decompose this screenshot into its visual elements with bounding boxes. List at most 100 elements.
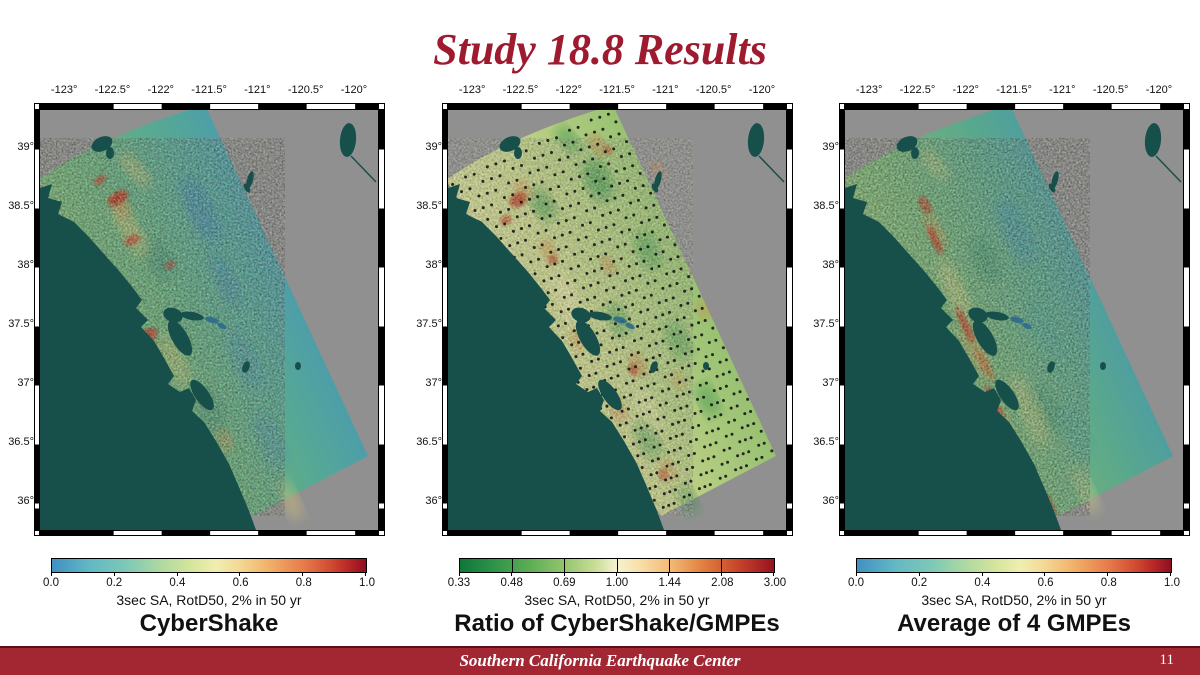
hillshade-texture bbox=[40, 137, 285, 516]
colorbar-tick-mark bbox=[51, 572, 52, 576]
hazard-blob bbox=[555, 125, 581, 154]
frame-strip-bottom bbox=[845, 529, 1183, 536]
site-dots-grid bbox=[451, 112, 774, 509]
map-panel-ratio: -123° -122.5° -122° -121.5° -121° -120.5° -120… bbox=[416, 0, 793, 650]
lon-tick-label: -123° bbox=[458, 84, 486, 96]
colorbar-tick-mark bbox=[1170, 572, 1171, 576]
lon-tick-label: -121° bbox=[652, 84, 679, 96]
map-frame bbox=[838, 103, 1190, 536]
delta-waterway bbox=[217, 322, 227, 329]
colorbar-tick-mark bbox=[668, 572, 670, 576]
colorbar-segment-divider bbox=[721, 559, 723, 572]
frame-corner bbox=[838, 529, 845, 536]
panel-title: Ratio of CyberShake/GMPEs bbox=[454, 610, 780, 637]
map-frame bbox=[441, 103, 793, 536]
footer-organization: Southern California Earthquake Center bbox=[459, 651, 741, 670]
frame-corner bbox=[441, 103, 448, 110]
frame-strip-right bbox=[378, 109, 385, 530]
panel-title: Average of 4 GMPEs bbox=[897, 610, 1131, 637]
lat-tick-label: 39° bbox=[822, 141, 839, 153]
colorbar-tick-mark bbox=[918, 572, 920, 576]
colorbar-tick-mark bbox=[459, 572, 460, 576]
frame-corner bbox=[1183, 103, 1190, 110]
frame-strip-top bbox=[845, 103, 1183, 110]
map-panel-cybershake: -123° -122.5° -122° -121.5° -121° -120.5° -120… bbox=[8, 0, 385, 650]
lat-tick-label: 37° bbox=[822, 377, 839, 389]
colorbar-tick-label: 0.2 bbox=[106, 577, 123, 589]
lat-tick-label: 39° bbox=[17, 141, 34, 153]
lat-tick-label: 38° bbox=[822, 259, 839, 271]
colorbar-tick-label: 0.33 bbox=[447, 577, 471, 589]
lon-tick-label: -122° bbox=[952, 84, 979, 96]
lat-tick-label: 36.5° bbox=[813, 436, 839, 448]
lon-tick-label: -120° bbox=[340, 84, 368, 96]
frame-strip-left bbox=[838, 109, 845, 530]
lat-tick-label: 36.5° bbox=[8, 436, 34, 448]
frame-corner bbox=[786, 529, 793, 536]
lat-tick-label: 39° bbox=[425, 141, 442, 153]
hazard-blob bbox=[601, 255, 615, 274]
colorbar-tick-mark bbox=[176, 572, 178, 576]
colorbar-tick-mark bbox=[239, 572, 241, 576]
frame-strip-right bbox=[786, 109, 793, 530]
lon-tick-label: -122° bbox=[555, 84, 582, 96]
colorbar-segment-divider bbox=[668, 559, 670, 572]
lon-tick-label: -121.5° bbox=[599, 84, 635, 96]
colorbar-tick-mark bbox=[365, 572, 366, 576]
colorbar-tick-mark bbox=[302, 572, 304, 576]
lat-tick-label: 37.5° bbox=[813, 318, 839, 330]
footer-band: Southern California Earthquake Center 11 bbox=[0, 646, 1200, 675]
colorbar-tick-label: 0.6 bbox=[1037, 577, 1054, 589]
colorbar-tick-labels: 0.33 0.48 0.69 1.00 1.44 2.08 3.00 bbox=[448, 577, 786, 591]
lon-tick-label: -122.5° bbox=[899, 84, 936, 96]
hazard-blob bbox=[696, 300, 710, 319]
page-number: 11 bbox=[1159, 652, 1174, 668]
colorbar-segment-divider bbox=[616, 559, 618, 572]
lon-tick-label: -122.5° bbox=[94, 84, 131, 96]
colorbar-tick-mark bbox=[856, 572, 857, 576]
frame-corner bbox=[378, 103, 385, 110]
lat-tick-label: 36° bbox=[17, 495, 34, 507]
frame-strip-left bbox=[33, 109, 40, 530]
pacific-ocean bbox=[448, 183, 664, 530]
lon-tick-label: -122.5° bbox=[502, 84, 539, 96]
lat-tick-label: 37° bbox=[425, 377, 442, 389]
water-features bbox=[499, 122, 765, 410]
delta-waterway bbox=[205, 316, 219, 323]
lon-tick-label: -123° bbox=[855, 84, 883, 96]
map-canvas-gmpes bbox=[845, 109, 1183, 530]
lon-tick-label: -123° bbox=[50, 84, 78, 96]
colorbar-tick-label: 0.4 bbox=[974, 577, 991, 589]
colorbar-caption: 3sec SA, RotD50, 2% in 50 yr bbox=[116, 592, 302, 608]
frame-corner bbox=[378, 529, 385, 536]
frame-strip-left bbox=[441, 109, 448, 530]
lat-tick-label: 38.5° bbox=[813, 200, 839, 212]
colorbar-tick-label: 0.6 bbox=[232, 577, 249, 589]
frame-corner bbox=[1183, 529, 1190, 536]
river-line bbox=[1155, 154, 1182, 183]
hazard-blob bbox=[180, 176, 220, 243]
colorbar-tick-label: 0.69 bbox=[553, 577, 576, 589]
lon-tick-label: -121.5° bbox=[191, 84, 227, 96]
hazard-blob bbox=[209, 251, 241, 308]
colorbar-segment-divider bbox=[511, 559, 513, 572]
river-line bbox=[758, 154, 785, 183]
frame-corner bbox=[441, 529, 448, 536]
map-frame bbox=[33, 103, 385, 536]
colorbar-tick-mark bbox=[563, 572, 565, 576]
hazard-blob bbox=[995, 196, 1035, 263]
hazard-blob bbox=[582, 158, 614, 201]
colorbar-tick-label: 1.44 bbox=[658, 577, 681, 589]
map-panel-gmpes: -123° -122.5° -122° -121.5° -121° -120.5° -120… bbox=[813, 0, 1190, 650]
hazard-blob bbox=[671, 370, 685, 389]
pacific-ocean bbox=[845, 183, 1061, 530]
frame-strip-top bbox=[40, 103, 378, 110]
frame-strip-top bbox=[448, 103, 786, 110]
colorbar-tick-label: 0.8 bbox=[295, 577, 312, 589]
frame-corner bbox=[786, 103, 793, 110]
hazard-blob bbox=[226, 328, 264, 391]
colorbar-tick-label: 3.00 bbox=[763, 577, 787, 589]
colorbar bbox=[51, 558, 367, 576]
lat-tick-label: 36° bbox=[822, 495, 839, 507]
